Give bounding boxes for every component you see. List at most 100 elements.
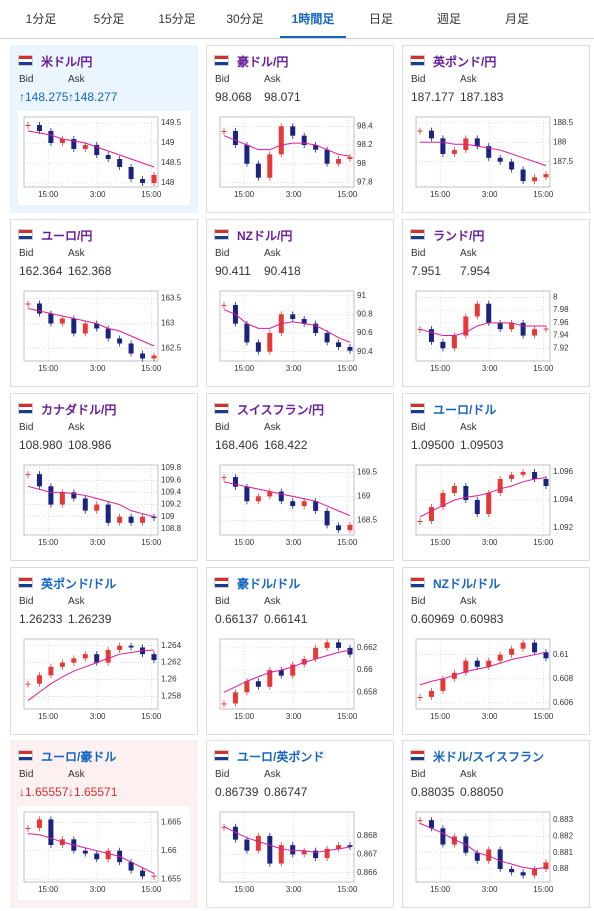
timeframe-tabs: 1分足 5分足 15分足 30分足 1時間足 日足 週足 月足 <box>0 0 594 39</box>
y-tick-label: 109.6 <box>161 475 182 484</box>
moving-average <box>223 309 351 343</box>
bid-value: 0.66137 <box>215 612 259 626</box>
bid-value: 1.26233 <box>19 612 63 626</box>
rate-panel[interactable]: 米ドル/スイスフラン Bid Ask 0.88035 0.88050 0.88 0.881 0… <box>402 740 590 908</box>
candle-body <box>278 126 284 155</box>
candle-body <box>428 130 434 139</box>
candle-body <box>48 819 54 846</box>
x-tick-label: 3:00 <box>286 190 302 199</box>
candle-body <box>232 131 238 145</box>
tab[interactable]: 週足 <box>436 12 461 26</box>
x-tick-label: 15:00 <box>430 364 451 373</box>
chart-bg <box>410 111 582 205</box>
ask-label: Ask <box>460 596 477 607</box>
candle-body <box>324 510 330 526</box>
candle-body <box>486 660 492 667</box>
x-tick-label: 15:00 <box>141 190 162 199</box>
candle-body <box>59 662 65 667</box>
x-tick-label: 3:00 <box>286 712 302 721</box>
y-tick-label: 1.258 <box>161 691 182 700</box>
y-tick-label: 1.094 <box>553 495 574 504</box>
rate-panel[interactable]: ユーロ/円 Bid Ask 162.364 162.368 162.5 163 163.5 15… <box>10 219 198 387</box>
rate-panel[interactable]: ユーロ/豪ドル Bid Ask ↓1.65557 ↓1.65571 1.655 1.66 1.… <box>10 740 198 908</box>
mini-chart: 1.655 1.66 1.665 15:00 3:00 15:00 <box>18 806 190 900</box>
rate-panel[interactable]: スイスフラン/円 Bid Ask 168.406 168.422 168.5 169 169.… <box>206 393 394 561</box>
x-tick-label: 3:00 <box>286 538 302 547</box>
y-tick-label: 0.883 <box>553 815 574 824</box>
rate-panel[interactable]: NZドル/円 Bid Ask 90.411 90.418 90.4 90.6 90.8 91 15… <box>206 219 394 387</box>
y-tick-label: 1.665 <box>161 817 182 826</box>
bid-value: 1.09500 <box>411 438 455 452</box>
pair-name: カナダドル/円 <box>41 403 117 417</box>
ask-label: Ask <box>68 248 85 259</box>
candle-body <box>94 504 100 511</box>
rate-panel[interactable]: ユーロ/英ポンド Bid Ask 0.86739 0.86747 0.866 0.867 0.… <box>206 740 394 908</box>
pair-name: ユーロ/円 <box>41 229 93 243</box>
plot-frame <box>415 116 551 188</box>
candle-body <box>128 167 134 179</box>
x-tick-label: 15:00 <box>234 885 255 894</box>
tab[interactable]: 日足 <box>368 12 393 26</box>
mini-chart: 0.606 0.608 0.61 15:00 3:00 15:00 <box>410 633 582 727</box>
mini-chart: 97.8 98 98.2 98.4 15:00 3:00 15:00 <box>214 111 386 205</box>
tab[interactable]: 15分足 <box>158 12 196 26</box>
rate-panel[interactable]: カナダドル/円 Bid Ask 108.980 108.986 108.8 109 109.2… <box>10 393 198 561</box>
ask-label: Ask <box>264 596 281 607</box>
moving-average <box>27 649 155 701</box>
candle-body <box>520 472 526 475</box>
candle-body <box>94 654 100 663</box>
candle-body <box>128 516 134 523</box>
ask-label: Ask <box>264 769 281 780</box>
rate-panel[interactable]: 豪ドル/ドル Bid Ask 0.66137 0.66141 0.658 0.66 0.662… <box>206 567 394 735</box>
tab[interactable]: 5分足 <box>93 12 125 26</box>
candle-body <box>324 149 330 164</box>
candle-body <box>267 835 273 864</box>
candle-body <box>486 303 492 323</box>
ask-value: 7.954 <box>460 264 491 278</box>
ask-value: 0.88050 <box>460 785 504 799</box>
rate-panel[interactable]: 英ポンド/ドル Bid Ask 1.26233 1.26239 1.258 1.26 1.26… <box>10 567 198 735</box>
plot-frame <box>415 638 551 710</box>
candle-body <box>486 493 492 514</box>
x-tick-label: 3:00 <box>90 190 106 199</box>
candle-body <box>140 353 146 359</box>
chart-bg <box>18 285 190 379</box>
tab[interactable]: 1分足 <box>25 12 57 26</box>
pair-name: 英ポンド/ドル <box>41 577 117 591</box>
rate-panel[interactable]: NZドル/ドル Bid Ask 0.60969 0.60983 0.606 0.608 0.6… <box>402 567 590 735</box>
x-tick-label: 3:00 <box>286 364 302 373</box>
candle-body <box>151 654 157 661</box>
x-tick-label: 15:00 <box>234 712 255 721</box>
tab[interactable]: 1時間足 <box>280 0 346 38</box>
candle-body <box>336 525 342 531</box>
y-tick-label: 149.5 <box>161 118 182 127</box>
candle-body <box>244 145 250 164</box>
y-tick-label: 90.4 <box>357 347 373 356</box>
candle-body <box>221 305 227 306</box>
candle-body <box>497 322 503 330</box>
ask-label: Ask <box>460 769 477 780</box>
tab[interactable]: 30分足 <box>226 12 264 26</box>
candle-body <box>25 827 31 829</box>
candle-body <box>497 849 503 869</box>
rate-panel[interactable]: ユーロ/ドル Bid Ask 1.09500 1.09503 1.092 1.094 1.09… <box>402 393 590 561</box>
rate-panel[interactable]: 英ポンド/円 Bid Ask 187.177 187.183 187.5 188 188.5 1… <box>402 45 590 213</box>
candle-body <box>509 161 515 170</box>
tab[interactable]: 月足 <box>504 12 529 26</box>
chart-bg <box>410 459 582 553</box>
y-tick-label: 188 <box>553 137 567 146</box>
candle-body <box>244 486 250 502</box>
candle-body <box>440 828 446 845</box>
ask-value: 1.09503 <box>460 438 504 452</box>
candle-body <box>232 477 238 487</box>
candle-body <box>71 492 77 499</box>
y-tick-label: 169 <box>357 491 371 500</box>
rate-panel[interactable]: 米ドル/円 Bid Ask ↑148.275 ↑148.277 148 148.5 149 14… <box>10 45 198 213</box>
candle-body <box>71 658 77 663</box>
candle-body <box>313 145 319 150</box>
rate-panel[interactable]: 豪ドル/円 Bid Ask 98.068 98.071 97.8 98 98.2 98.4 15:… <box>206 45 394 213</box>
x-tick-label: 15:00 <box>234 538 255 547</box>
bid-value: 0.88035 <box>411 785 455 799</box>
rate-panel[interactable]: ランド/円 Bid Ask 7.951 7.954 7.92 7.94 7.96 7.98 8 15… <box>402 219 590 387</box>
candle-body <box>267 670 273 687</box>
